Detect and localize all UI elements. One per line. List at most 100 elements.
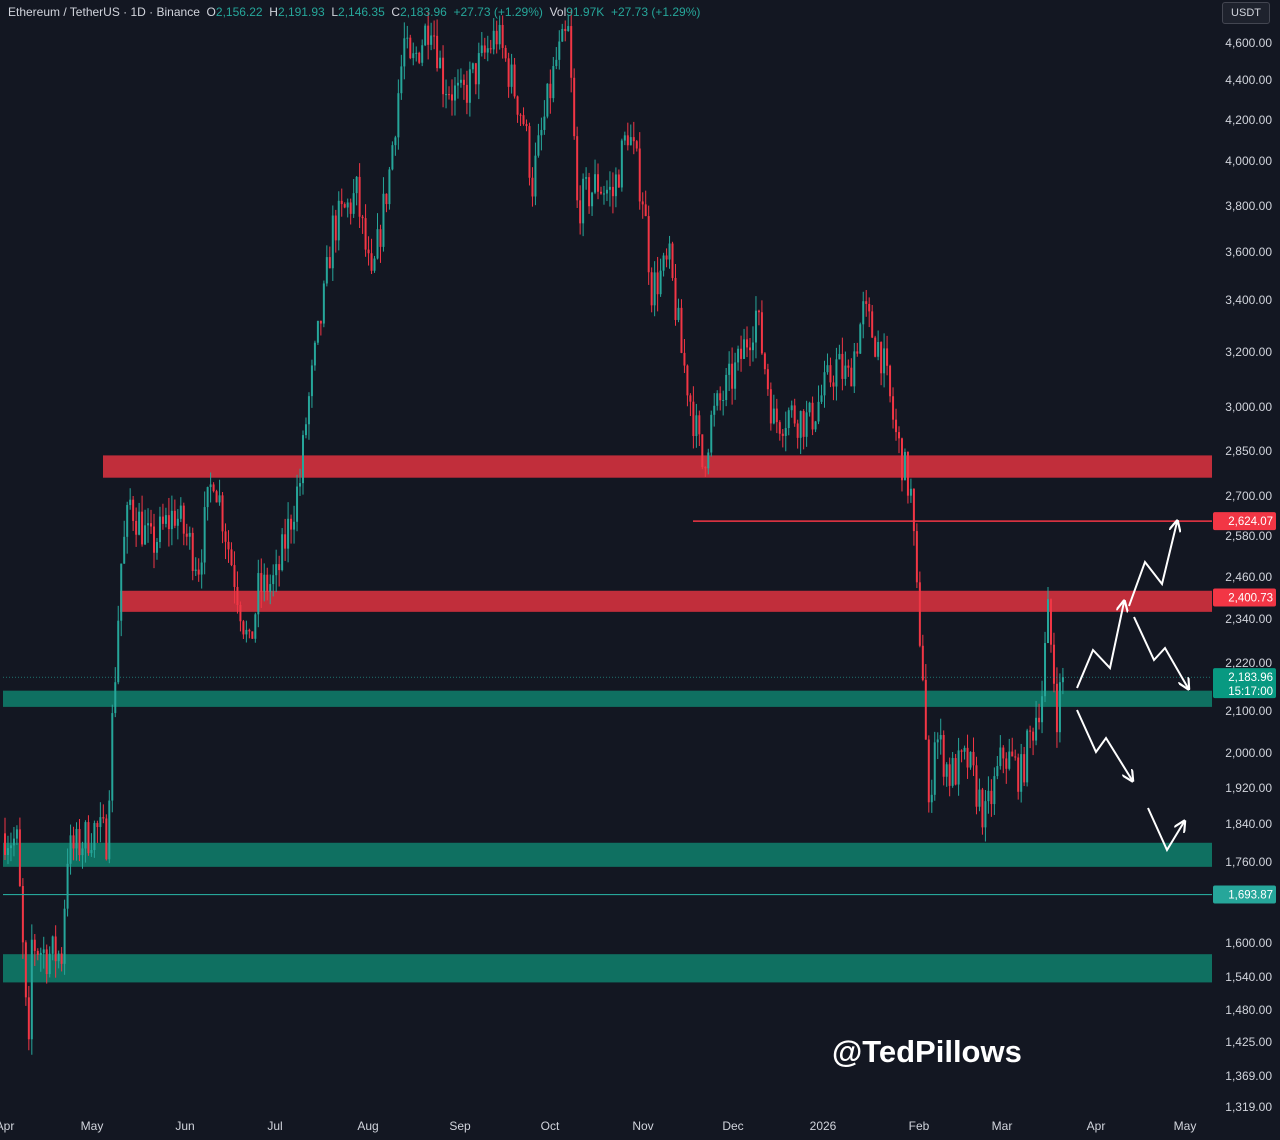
candle-body [18, 829, 21, 887]
candle-body [540, 129, 543, 136]
candle-body [972, 751, 975, 766]
candle-body [951, 758, 954, 786]
candle-body [215, 491, 218, 503]
candle-body [850, 367, 853, 387]
x-tick-label: Nov [632, 1119, 653, 1133]
candle-body [331, 215, 334, 269]
candle-body [969, 751, 972, 768]
candle-body [987, 790, 990, 802]
candle-body [817, 401, 820, 422]
y-tick-label: 2,220.00 [1225, 656, 1272, 670]
currency-button[interactable]: USDT [1222, 2, 1270, 24]
y-tick-label: 3,000.00 [1225, 400, 1272, 414]
candle-body [909, 488, 912, 496]
candle-body [805, 412, 808, 437]
candle-body [534, 155, 537, 197]
candle-body [659, 270, 662, 295]
y-tick-label: 3,600.00 [1225, 245, 1272, 259]
arrow-down-2 [1076, 709, 1132, 780]
candle-body [865, 301, 868, 304]
candle-body [868, 303, 871, 312]
candle-body [900, 438, 903, 481]
y-tick-label: 4,400.00 [1225, 73, 1272, 87]
candle-body [260, 573, 263, 592]
candle-body [570, 26, 573, 78]
candle-body [340, 200, 343, 205]
candle-body [686, 365, 689, 396]
candle-body [546, 83, 549, 117]
candle-body [808, 402, 811, 413]
candle-body [585, 177, 588, 179]
candle-body [370, 253, 373, 271]
candle-body [579, 200, 582, 224]
candle-body [996, 766, 999, 777]
candle-body [984, 801, 987, 828]
candle-body [945, 764, 948, 777]
candle-body [844, 365, 847, 379]
candle-body [760, 312, 763, 354]
candle-body [313, 342, 316, 366]
candle-body [373, 258, 376, 271]
candle-body [749, 347, 751, 351]
candle-body [614, 174, 617, 197]
candle-body [251, 631, 254, 639]
candle-body [415, 52, 418, 54]
candle-body [1049, 599, 1052, 645]
candle-body [927, 739, 930, 803]
resistance-zone [120, 590, 1212, 612]
y-tick-label: 2,850.00 [1225, 444, 1272, 458]
candle-body [299, 483, 302, 487]
candle-body [859, 324, 862, 354]
candle-body [898, 432, 900, 439]
candle-body [662, 255, 665, 271]
candle-body [763, 353, 766, 370]
candle-body [63, 908, 66, 964]
y-tick-label: 1,600.00 [1225, 936, 1272, 950]
y-tick-label: 2,700.00 [1225, 489, 1272, 503]
y-tick-label: 4,200.00 [1225, 113, 1272, 127]
x-tick-label: Oct [541, 1119, 560, 1133]
candle-body [668, 243, 671, 260]
candle-body [814, 421, 817, 430]
candle-body [477, 53, 480, 85]
candle-body [230, 549, 233, 566]
arrow-up-2 [1128, 522, 1177, 607]
arrow-bounce [1147, 807, 1184, 853]
candle-body [302, 435, 304, 484]
candle-body [451, 94, 453, 101]
candle-body [75, 828, 78, 849]
candle-body [319, 320, 322, 324]
candle-body [582, 178, 585, 224]
candle-body [57, 953, 60, 962]
candle-body [224, 531, 227, 542]
symbol-title[interactable]: Ethereum / TetherUS · 1D · Binance [8, 5, 200, 19]
candle-body [525, 124, 528, 127]
candle-body [689, 395, 692, 402]
support-zone [3, 690, 1212, 707]
candle-body [173, 510, 176, 526]
candle-body [877, 342, 880, 357]
candle-body [820, 395, 823, 402]
candle-body [272, 575, 275, 585]
candle-body [1035, 717, 1038, 741]
candle-body [424, 25, 427, 46]
candle-body [704, 467, 707, 469]
y-tick-label: 1,920.00 [1225, 781, 1272, 795]
high-value: 2,191.93 [277, 5, 325, 19]
candle-body [886, 348, 889, 366]
y-tick-label: 1,425.00 [1225, 1035, 1272, 1049]
low-label: L [331, 5, 339, 19]
open-label: O [206, 5, 216, 19]
candle-body [206, 487, 209, 508]
candle-body [892, 396, 895, 420]
candle-body [51, 936, 54, 954]
x-tick-label: Aug [357, 1119, 378, 1133]
candle-body [33, 939, 36, 951]
x-tick-label: Feb [909, 1119, 930, 1133]
candle-body [105, 818, 108, 860]
arrow-down-1 [1133, 616, 1188, 688]
projection-arrows [1076, 522, 1188, 853]
candle-body [602, 193, 605, 195]
candle-body [653, 272, 656, 306]
